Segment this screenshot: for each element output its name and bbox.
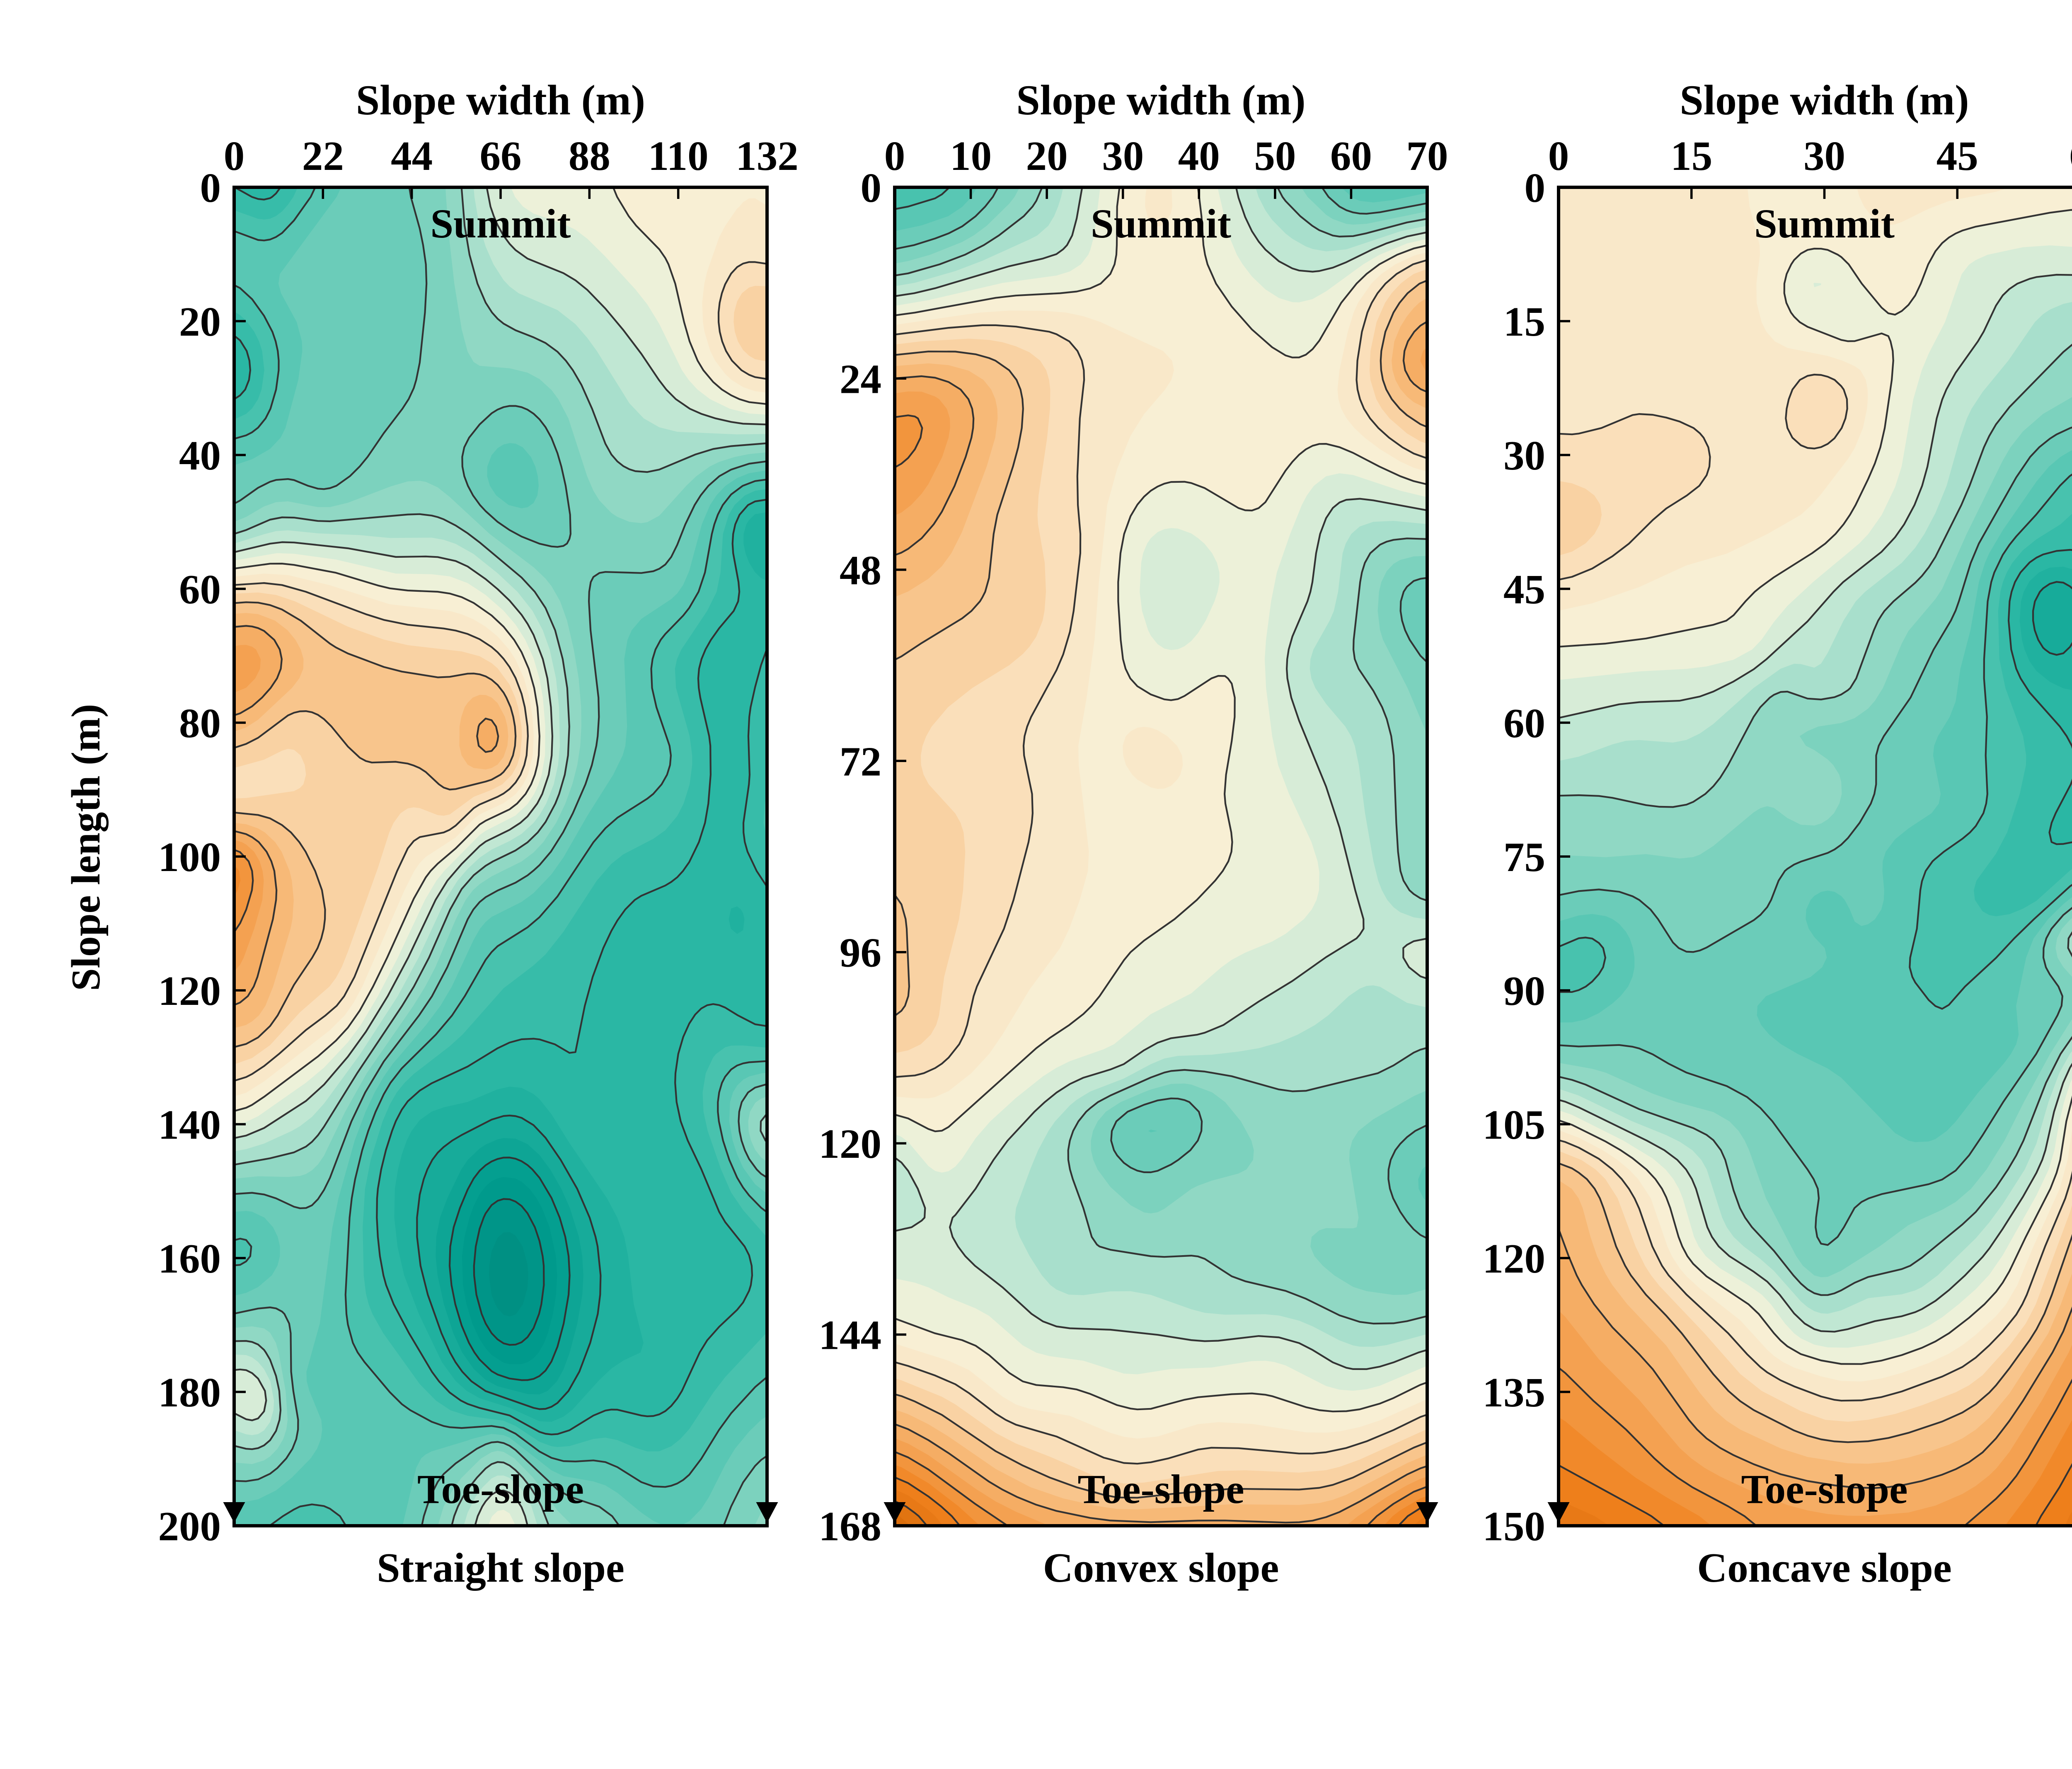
svg-text:120: 120 xyxy=(1483,1235,1546,1282)
svg-text:24: 24 xyxy=(840,356,881,402)
svg-text:144: 144 xyxy=(819,1312,882,1358)
svg-text:30: 30 xyxy=(1102,133,1144,179)
svg-text:75: 75 xyxy=(1503,834,1545,880)
svg-text:Concave slope: Concave slope xyxy=(1697,1544,1951,1591)
svg-text:60: 60 xyxy=(2070,133,2072,179)
svg-text:Summit: Summit xyxy=(431,201,571,247)
svg-text:0: 0 xyxy=(200,165,221,211)
svg-text:135: 135 xyxy=(1483,1369,1546,1416)
svg-text:15: 15 xyxy=(1670,133,1712,179)
svg-text:Summit: Summit xyxy=(1091,201,1231,247)
svg-text:88: 88 xyxy=(569,133,610,179)
svg-text:22: 22 xyxy=(302,133,344,179)
svg-text:Toe-slope: Toe-slope xyxy=(1741,1466,1908,1512)
svg-text:Summit: Summit xyxy=(1754,201,1895,247)
svg-text:72: 72 xyxy=(840,738,881,784)
svg-text:Slope length (m): Slope length (m) xyxy=(63,704,109,991)
svg-text:40: 40 xyxy=(1178,133,1220,179)
svg-text:105: 105 xyxy=(1483,1101,1546,1148)
svg-text:0: 0 xyxy=(884,133,905,179)
svg-text:80: 80 xyxy=(179,700,221,746)
svg-text:0: 0 xyxy=(1548,133,1569,179)
svg-text:Toe-slope: Toe-slope xyxy=(417,1466,584,1512)
svg-text:Slope width (m): Slope width (m) xyxy=(1680,77,1969,124)
svg-text:120: 120 xyxy=(158,968,221,1014)
svg-text:44: 44 xyxy=(391,133,433,179)
svg-text:100: 100 xyxy=(158,834,221,880)
svg-text:200: 200 xyxy=(158,1503,221,1549)
svg-text:120: 120 xyxy=(819,1120,882,1167)
svg-text:50: 50 xyxy=(1254,133,1296,179)
svg-text:45: 45 xyxy=(1936,133,1978,179)
svg-text:Slope width (m): Slope width (m) xyxy=(356,77,645,124)
svg-text:150: 150 xyxy=(1483,1503,1546,1549)
svg-text:30: 30 xyxy=(1803,133,1845,179)
svg-text:90: 90 xyxy=(1503,968,1545,1014)
svg-text:48: 48 xyxy=(840,547,881,593)
svg-text:45: 45 xyxy=(1503,566,1545,612)
svg-text:140: 140 xyxy=(158,1101,221,1148)
svg-text:168: 168 xyxy=(819,1503,882,1549)
svg-text:60: 60 xyxy=(1503,700,1545,746)
svg-text:132: 132 xyxy=(736,133,799,179)
svg-text:Slope width (m): Slope width (m) xyxy=(1016,77,1305,124)
svg-text:70: 70 xyxy=(1406,133,1448,179)
svg-text:15: 15 xyxy=(1503,298,1545,345)
svg-text:10: 10 xyxy=(950,133,992,179)
svg-text:0: 0 xyxy=(224,133,245,179)
svg-text:0: 0 xyxy=(1525,165,1546,211)
svg-text:0: 0 xyxy=(861,165,882,211)
svg-text:60: 60 xyxy=(179,566,221,612)
svg-text:Straight slope: Straight slope xyxy=(377,1544,625,1591)
svg-text:66: 66 xyxy=(480,133,522,179)
svg-text:30: 30 xyxy=(1503,432,1545,479)
svg-text:96: 96 xyxy=(840,929,881,976)
svg-text:20: 20 xyxy=(1026,133,1068,179)
svg-text:180: 180 xyxy=(158,1369,221,1416)
svg-text:Toe-slope: Toe-slope xyxy=(1078,1466,1244,1512)
svg-text:110: 110 xyxy=(648,133,709,179)
svg-text:20: 20 xyxy=(179,298,221,345)
svg-text:Convex slope: Convex slope xyxy=(1043,1544,1279,1591)
svg-text:40: 40 xyxy=(179,432,221,479)
svg-text:60: 60 xyxy=(1330,133,1372,179)
svg-text:160: 160 xyxy=(158,1235,221,1282)
